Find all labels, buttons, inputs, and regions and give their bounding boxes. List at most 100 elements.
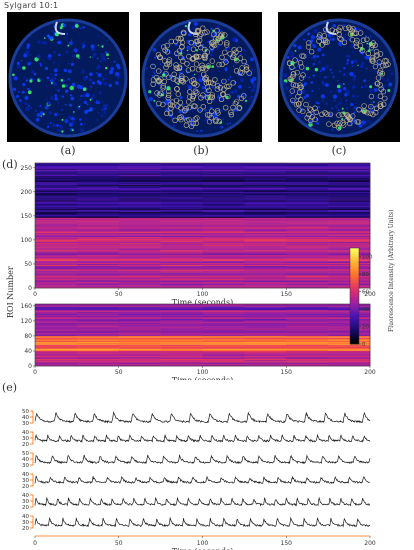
- heatmap-cell: [286, 191, 329, 194]
- cell-spot: [22, 82, 26, 87]
- heatmap-cell: [286, 211, 329, 213]
- heatmap-cell: [202, 224, 245, 226]
- roi-outline: [300, 53, 307, 59]
- cell-spot: [337, 88, 342, 93]
- roi-outline: [317, 32, 323, 38]
- heatmap-cell: [286, 230, 329, 232]
- heatmap-cell: [286, 216, 329, 219]
- heatmap-cell: [244, 168, 287, 171]
- heatmap-cell: [244, 187, 287, 189]
- heatmap-cell: [160, 355, 203, 357]
- roi-outline: [367, 110, 374, 117]
- cell-spot: [210, 27, 213, 30]
- heatmap-cell: [76, 236, 120, 238]
- heatmap-cell: [202, 189, 245, 192]
- roi-outline: [156, 68, 162, 74]
- heatmap-cell: [202, 359, 245, 361]
- heatmap-cell: [328, 230, 371, 232]
- heatmap-cell: [244, 319, 287, 321]
- heatmap-cell: [160, 362, 203, 364]
- heatmap-cell: [76, 284, 120, 286]
- heatmap-cell: [35, 360, 78, 362]
- heatmap-cell: [118, 327, 161, 329]
- roi-outline: [368, 103, 374, 110]
- heatmap-cell: [118, 351, 161, 354]
- roi-outline: [198, 95, 204, 101]
- trace-y-tick-label: 40: [22, 472, 29, 478]
- heatmap-cell: [328, 358, 371, 361]
- cell-spot: [251, 91, 253, 93]
- heatmap-cell: [160, 320, 203, 323]
- cell-spot: [325, 65, 329, 69]
- trace-y-tick-label: 20: [22, 484, 29, 490]
- cell-spot: [240, 78, 245, 83]
- cell-spot: [237, 94, 241, 99]
- cell-spot: [338, 41, 343, 47]
- heatmap-cell: [118, 191, 161, 194]
- heatmap-cell: [202, 210, 245, 212]
- heatmap-cell: [202, 361, 245, 363]
- heatmap-cell: [328, 184, 371, 186]
- roi-outline: [232, 100, 239, 107]
- cell-spot: [349, 71, 354, 77]
- heatmap-cell: [118, 275, 161, 277]
- cell-spot: [347, 62, 349, 64]
- heatmap-cell: [118, 326, 161, 328]
- heatmap-cell: [202, 339, 245, 341]
- heatmap-cell: [286, 336, 329, 338]
- heatmap-cell: [35, 275, 78, 277]
- heatmap-cell: [328, 270, 371, 272]
- heatmap-cell: [35, 198, 78, 200]
- heatmap-cell: [328, 356, 371, 358]
- heatmap-cell: [286, 254, 329, 256]
- heatmap-cell: [328, 344, 371, 346]
- heatmap-cell: [35, 329, 78, 331]
- heatmap-cell: [286, 238, 329, 241]
- heatmap-cell: [35, 311, 78, 314]
- heatmap-cell: [76, 174, 120, 176]
- cell-spot: [104, 103, 108, 107]
- heatmap-cell: [244, 245, 287, 247]
- heatmap-cell: [328, 213, 371, 216]
- cell-spot: [370, 35, 372, 37]
- heatmap-cell: [202, 341, 245, 343]
- heatmap-cell: [35, 174, 78, 176]
- heatmap-cell: [76, 210, 120, 212]
- heatmap-cell: [76, 325, 120, 327]
- heatmap-cell: [202, 309, 245, 311]
- heatmap-cell: [244, 317, 287, 319]
- roi-outline: [233, 99, 240, 105]
- heatmap-cell: [76, 278, 120, 280]
- heatmap-cell: [286, 330, 329, 332]
- roi-outline: [226, 83, 232, 90]
- heatmap-cell: [328, 364, 371, 366]
- heatmap-cell: [286, 267, 329, 270]
- heatmap-cell: [118, 308, 161, 310]
- heatmap-cell: [244, 311, 287, 314]
- heatmap-cell: [286, 320, 329, 323]
- heatmap-cell: [328, 213, 371, 215]
- heatmap-cell: [35, 246, 78, 248]
- roi-outline: [372, 109, 379, 116]
- cell-spot: [330, 37, 332, 39]
- cell-spot: [101, 45, 104, 48]
- heatmap-cell: [118, 359, 161, 361]
- heatmap-cell: [328, 192, 371, 195]
- roi-outline: [179, 75, 185, 82]
- roi-outline: [290, 81, 297, 88]
- cell-spot: [20, 60, 23, 62]
- heatmap-cell: [118, 250, 161, 252]
- heatmap-cell: [118, 345, 161, 347]
- heatmap-cell: [76, 176, 120, 178]
- heatmap-cell: [160, 311, 203, 313]
- heatmap-cell: [244, 172, 287, 174]
- heatmap-cell: [202, 338, 245, 340]
- heatmap-cell: [35, 324, 78, 326]
- heatmap-cell: [160, 326, 203, 328]
- heatmap-cell: [328, 183, 371, 185]
- heatmap-cell: [118, 186, 161, 188]
- heatmap-cell: [35, 233, 78, 235]
- heatmap-cell: [286, 260, 329, 262]
- cell-spot: [25, 50, 30, 55]
- cell-spot: [98, 91, 102, 95]
